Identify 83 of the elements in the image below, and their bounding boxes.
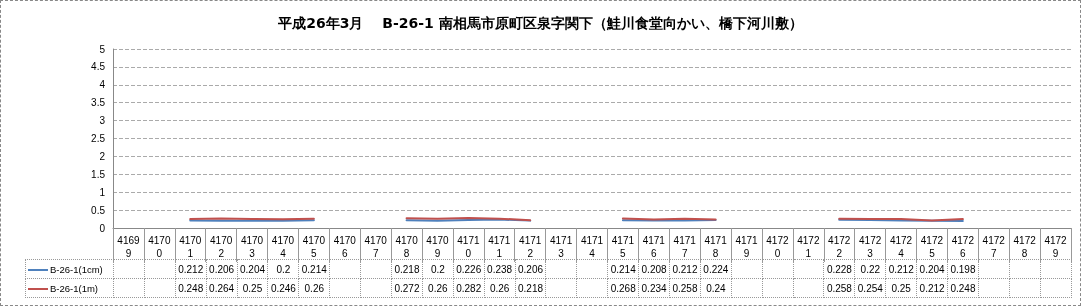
data-label: 0.25 — [885, 278, 917, 298]
data-label: 0.258 — [823, 278, 855, 298]
data-label: 0.264 — [206, 278, 238, 298]
y-tick-label: 2.5 — [91, 133, 106, 144]
data-label: 0.268 — [607, 278, 639, 298]
data-label: 0.282 — [453, 278, 485, 298]
data-label: 0.246 — [267, 278, 299, 298]
x-tick-label: 41707 — [364, 235, 388, 259]
x-tick-label: 41713 — [549, 235, 573, 259]
data-label: 0.26 — [298, 278, 330, 298]
data-label: 0.272 — [391, 278, 423, 298]
x-tick-label: 41715 — [611, 235, 635, 259]
data-label: 0.258 — [669, 278, 701, 298]
x-tick-label: 41711 — [488, 235, 511, 259]
data-label: 0.226 — [453, 259, 485, 279]
data-label: 0.212 — [669, 259, 701, 279]
data-label: 0.22 — [854, 259, 886, 279]
data-label: 0.26 — [422, 278, 454, 298]
x-tick-label: 41725 — [920, 235, 944, 259]
data-label: 0.2 — [422, 259, 454, 279]
x-tick-label: 41720 — [766, 235, 789, 259]
data-label: 0.254 — [854, 278, 886, 298]
x-tick-label: 41723 — [859, 235, 882, 259]
legend-label: B-26-1(1m) — [25, 278, 114, 298]
y-tick-label: 0.5 — [91, 204, 106, 216]
x-tick-label: 41716 — [642, 235, 666, 259]
x-tick-label: 41705 — [302, 235, 326, 259]
y-tick-label: 4.5 — [91, 61, 106, 73]
x-tick-label: 41708 — [395, 235, 419, 259]
x-tick-label: 41722 — [828, 235, 851, 259]
data-label: 0.204 — [916, 259, 948, 279]
data-label: 0.212 — [175, 259, 207, 279]
x-tick-label: 41726 — [951, 235, 975, 259]
x-tick-label: 41714 — [580, 235, 604, 259]
data-label: 0.248 — [175, 278, 207, 298]
x-tick-label: 41729 — [1044, 235, 1068, 259]
y-tick-label: 3 — [99, 115, 106, 127]
data-label: 0.204 — [237, 259, 268, 279]
chart-title: 平成26年3月 B-26-1 南相馬市原町区泉字関下（鮭川食堂向かい、橋下河川敷） — [277, 15, 803, 31]
y-tick-label: 5 — [99, 43, 106, 55]
x-tick-label: 41727 — [982, 235, 1006, 259]
x-tick-label: 41699 — [117, 235, 141, 259]
x-tick-label: 41701 — [179, 235, 202, 259]
data-label: 0.234 — [638, 278, 670, 298]
legend-label: B-26-1(1cm) — [25, 259, 114, 279]
x-tick-label: 41706 — [333, 235, 357, 259]
x-tick-label: 41719 — [735, 235, 759, 259]
data-label: 0.206 — [206, 259, 238, 279]
data-label: 0.248 — [947, 278, 979, 298]
x-tick-label: 41712 — [519, 235, 542, 259]
x-tick-label: 41710 — [457, 235, 480, 259]
data-label: 0.25 — [237, 278, 268, 298]
x-tick-label: 41717 — [673, 235, 697, 259]
x-tick-label: 41702 — [210, 235, 233, 259]
data-label: 0.208 — [638, 259, 670, 279]
data-label: 0.206 — [515, 259, 546, 279]
x-tick-label: 41704 — [271, 235, 295, 259]
y-tick-label: 2 — [99, 150, 106, 162]
data-label: 0.214 — [607, 259, 639, 279]
data-label: 0.238 — [484, 259, 516, 279]
x-tick-label: 41728 — [1013, 235, 1037, 259]
data-label: 0.218 — [391, 259, 423, 279]
x-tick-label: 41721 — [797, 235, 820, 259]
data-label: 0.198 — [947, 259, 979, 279]
y-tick-label: 3.5 — [91, 97, 106, 109]
y-tick-label: 4 — [99, 79, 106, 91]
data-label: 0.218 — [515, 278, 546, 298]
y-tick-label: 1 — [99, 186, 106, 198]
data-label: 0.212 — [885, 259, 917, 279]
y-tick-label: 1.5 — [91, 168, 106, 180]
data-label: 0.212 — [916, 278, 948, 298]
data-label: 0.224 — [700, 259, 732, 279]
y-tick-label: 0 — [99, 222, 106, 234]
x-tick-label: 41724 — [889, 235, 913, 259]
data-label: 0.26 — [484, 278, 516, 298]
x-tick-label: 41709 — [426, 235, 450, 259]
data-label: 0.24 — [700, 278, 732, 298]
data-label: 0.228 — [823, 259, 855, 279]
x-tick-label: 41718 — [704, 235, 728, 259]
x-tick-label: 41703 — [240, 235, 264, 259]
data-label: 0.214 — [298, 259, 330, 279]
x-tick-label: 41700 — [148, 235, 171, 259]
data-label: 0.2 — [267, 259, 299, 279]
